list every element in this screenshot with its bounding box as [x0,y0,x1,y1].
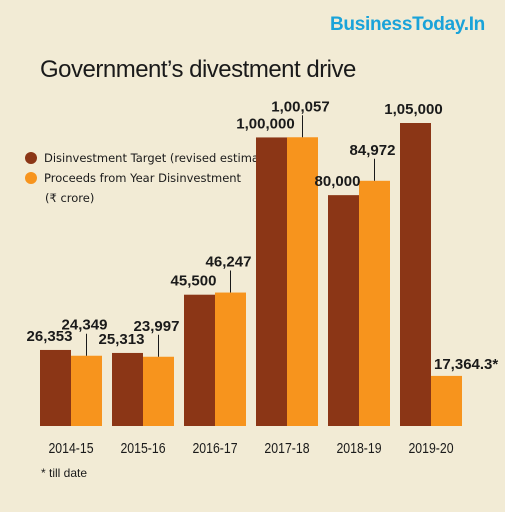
legend-item-target: Disinvestment Target (revised estimate) [25,148,275,168]
x-tick-label: 2016-17 [192,440,237,456]
legend-label-target: Disinvestment Target (revised estimate) [44,151,276,165]
bar-proceeds-2015-16 [143,356,174,426]
bar-proceeds-2016-17 [215,292,246,426]
chart-title: Government’s divestment drive [40,56,356,83]
legend-label-proceeds: Proceeds from Year Disinvestment [44,171,242,185]
legend-item-proceeds: Proceeds from Year Disinvestment [25,168,275,188]
x-tick-label: 2017-18 [264,440,309,456]
data-label-target: 26,353 [27,328,73,345]
bar-proceeds-2019-20 [431,375,462,426]
x-tick-label: 2019-20 [408,440,453,456]
data-label-target: 1,05,000 [384,101,442,118]
legend-swatch-proceeds [25,172,37,184]
bar-target-2018-19 [328,195,359,426]
legend-unit: (₹ crore) [45,191,95,205]
data-label-target: 45,500 [171,273,217,290]
data-label-proceeds: 23,997 [134,318,180,335]
legend-swatch-target [25,152,37,164]
bar-target-2019-20 [400,123,431,426]
bar-proceeds-2014-15 [71,355,102,426]
legend: Disinvestment Target (revised estimate) … [25,148,275,208]
bar-target-2014-15 [40,349,71,426]
x-tick-label: 2018-19 [336,440,381,456]
bar-proceeds-2017-18 [287,137,318,426]
data-label-proceeds: 46,247 [206,254,252,271]
data-label-proceeds: 17,364.3* [434,356,498,373]
footnote: * till date [41,466,88,480]
bar-target-2017-18 [256,137,287,426]
data-label-proceeds: 24,349 [62,317,108,334]
bar-proceeds-2018-19 [359,180,390,426]
x-tick-label: 2015-16 [120,440,165,456]
data-label-proceeds: 84,972 [350,142,396,159]
data-label-target: 25,313 [99,331,145,348]
bar-target-2016-17 [184,294,215,426]
brand-logo: BusinessToday.In [330,14,485,35]
data-label-target: 80,000 [315,173,361,190]
data-label-target: 1,00,000 [236,115,294,132]
x-tick-label: 2014-15 [48,440,93,456]
bar-target-2015-16 [112,352,143,426]
data-label-proceeds: 1,00,057 [271,98,329,115]
